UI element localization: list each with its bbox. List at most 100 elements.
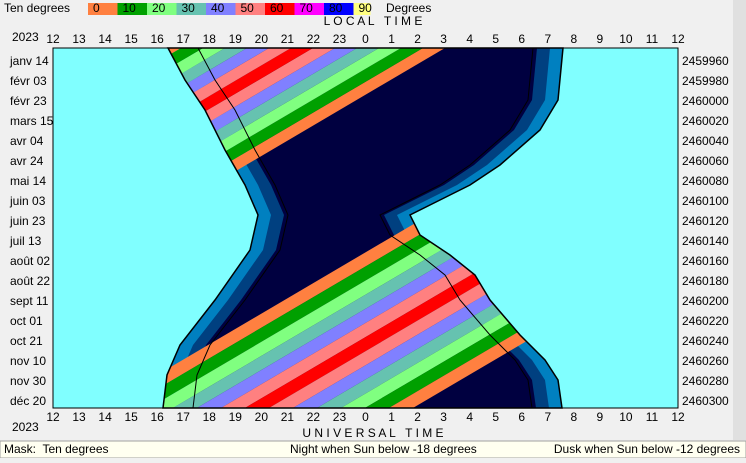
jd-label: 2460260 bbox=[682, 354, 729, 368]
ut-hour: 16 bbox=[150, 410, 164, 424]
jd-label: 2460060 bbox=[682, 154, 729, 168]
date-label: janv 14 bbox=[9, 54, 49, 68]
local-hour: 9 bbox=[597, 32, 604, 46]
year-top: 2023 bbox=[12, 30, 39, 44]
jd-label: 2460040 bbox=[682, 134, 729, 148]
date-label: oct 21 bbox=[10, 334, 43, 348]
date-label: févr 03 bbox=[10, 74, 47, 88]
date-label: oct 01 bbox=[10, 314, 43, 328]
legend-label: 40 bbox=[211, 1, 225, 15]
ut-hour: 11 bbox=[646, 410, 659, 424]
jd-label: 2459980 bbox=[682, 74, 729, 88]
local-hour: 19 bbox=[229, 32, 243, 46]
jd-label: 2460080 bbox=[682, 174, 729, 188]
jd-label: 2460160 bbox=[682, 254, 729, 268]
legend-label: 10 bbox=[123, 1, 137, 15]
jd-label: 2460020 bbox=[682, 114, 729, 128]
local-hour: 18 bbox=[203, 32, 217, 46]
local-hour: 8 bbox=[570, 32, 577, 46]
ut-hour: 0 bbox=[362, 410, 369, 424]
date-label: nov 10 bbox=[10, 354, 46, 368]
ut-hour: 1 bbox=[388, 410, 395, 424]
legend-label: 50 bbox=[241, 1, 255, 15]
scrollbar[interactable] bbox=[733, 0, 746, 440]
legend-label: 70 bbox=[300, 1, 314, 15]
local-hour: 20 bbox=[255, 32, 269, 46]
date-label: juin 03 bbox=[9, 194, 46, 208]
date-label: août 22 bbox=[10, 274, 50, 288]
local-hour: 2 bbox=[414, 32, 421, 46]
local-hour: 12 bbox=[671, 32, 685, 46]
local-hour: 13 bbox=[72, 32, 86, 46]
local-hour: 14 bbox=[98, 32, 112, 46]
mask-label: Ten degrees bbox=[4, 1, 70, 15]
ut-hour: 13 bbox=[72, 410, 86, 424]
local-hour: 5 bbox=[492, 32, 499, 46]
ut-hour: 5 bbox=[492, 410, 499, 424]
ut-hour: 12 bbox=[46, 410, 60, 424]
local-hour: 10 bbox=[619, 32, 633, 46]
ut-hour: 22 bbox=[307, 410, 321, 424]
local-hour: 22 bbox=[307, 32, 321, 46]
ut-hour: 15 bbox=[124, 410, 138, 424]
ut-hour: 2 bbox=[414, 410, 421, 424]
local-hour: 3 bbox=[440, 32, 447, 46]
status-mask: Mask: Ten degrees bbox=[4, 442, 109, 456]
local-hour: 4 bbox=[466, 32, 473, 46]
ut-hour: 20 bbox=[255, 410, 269, 424]
date-label: août 02 bbox=[10, 254, 50, 268]
legend-label: 20 bbox=[152, 1, 166, 15]
local-hour: 12 bbox=[46, 32, 60, 46]
year-bottom: 2023 bbox=[12, 420, 39, 434]
jd-label: 2460300 bbox=[682, 394, 729, 408]
jd-label: 2460140 bbox=[682, 234, 729, 248]
date-label: sept 11 bbox=[10, 294, 49, 308]
status-night: Night when Sun below -18 degrees bbox=[290, 442, 477, 456]
jd-label: 2460280 bbox=[682, 374, 729, 388]
legend-label: 60 bbox=[270, 1, 284, 15]
date-label: mars 15 bbox=[10, 114, 54, 128]
local-hour: 7 bbox=[544, 32, 551, 46]
local-hour: 15 bbox=[124, 32, 138, 46]
ut-hour: 7 bbox=[544, 410, 551, 424]
jd-label: 2460240 bbox=[682, 334, 729, 348]
date-label: avr 04 bbox=[10, 134, 44, 148]
bottom-title: U N I V E R S A L T I M E bbox=[302, 426, 443, 440]
ut-hour: 19 bbox=[229, 410, 243, 424]
local-hour: 0 bbox=[362, 32, 369, 46]
date-label: nov 30 bbox=[10, 374, 46, 388]
ut-hour: 23 bbox=[333, 410, 347, 424]
top-title: L O C A L T I M E bbox=[324, 14, 423, 28]
local-hour: 6 bbox=[518, 32, 525, 46]
jd-label: 2460100 bbox=[682, 194, 729, 208]
ut-hour: 14 bbox=[98, 410, 112, 424]
ut-hour: 8 bbox=[570, 410, 577, 424]
ut-hour: 6 bbox=[518, 410, 525, 424]
ut-hour: 4 bbox=[466, 410, 473, 424]
jd-label: 2460220 bbox=[682, 314, 729, 328]
date-label: avr 24 bbox=[10, 154, 44, 168]
legend-label: 90 bbox=[359, 1, 373, 15]
legend-label: 30 bbox=[182, 1, 196, 15]
jd-label: 2460180 bbox=[682, 274, 729, 288]
jd-label: 2460000 bbox=[682, 94, 729, 108]
date-label: févr 23 bbox=[10, 94, 47, 108]
date-label: mai 14 bbox=[10, 174, 46, 188]
status-dusk: Dusk when Sun below -12 degrees bbox=[554, 442, 740, 456]
ut-hour: 10 bbox=[619, 410, 633, 424]
local-hour: 23 bbox=[333, 32, 347, 46]
local-hour: 16 bbox=[150, 32, 164, 46]
local-hour: 21 bbox=[281, 32, 295, 46]
ut-hour: 21 bbox=[281, 410, 295, 424]
ut-hour: 9 bbox=[597, 410, 604, 424]
date-label: juil 13 bbox=[9, 234, 42, 248]
local-hour: 1 bbox=[388, 32, 395, 46]
legend-unit: Degrees bbox=[386, 1, 431, 15]
local-hour: 17 bbox=[177, 32, 191, 46]
ut-hour: 3 bbox=[440, 410, 447, 424]
date-label: déc 20 bbox=[10, 394, 46, 408]
date-label: juin 23 bbox=[9, 214, 46, 228]
jd-label: 2460120 bbox=[682, 214, 729, 228]
legend-label: 0 bbox=[93, 1, 100, 15]
ut-hour: 12 bbox=[671, 410, 685, 424]
